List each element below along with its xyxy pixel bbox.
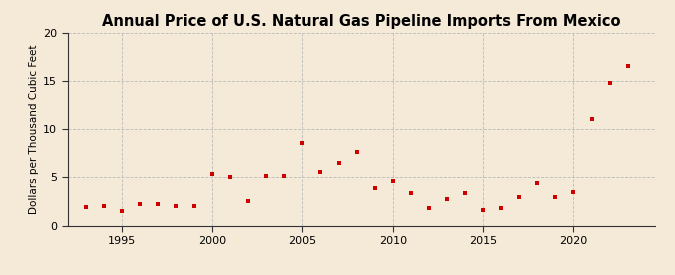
Point	[153, 202, 163, 207]
Point	[550, 194, 561, 199]
Point	[369, 186, 380, 190]
Point	[99, 204, 109, 208]
Y-axis label: Dollars per Thousand Cubic Feet: Dollars per Thousand Cubic Feet	[29, 45, 38, 214]
Point	[80, 205, 91, 210]
Title: Annual Price of U.S. Natural Gas Pipeline Imports From Mexico: Annual Price of U.S. Natural Gas Pipelin…	[102, 14, 620, 29]
Point	[297, 141, 308, 145]
Point	[460, 191, 470, 195]
Point	[225, 175, 236, 180]
Point	[188, 204, 199, 208]
Point	[261, 174, 271, 179]
Point	[387, 179, 398, 183]
Point	[351, 150, 362, 155]
Point	[423, 206, 434, 210]
Point	[568, 190, 579, 194]
Point	[116, 209, 127, 213]
Point	[495, 206, 506, 210]
Point	[478, 208, 489, 212]
Point	[171, 204, 182, 208]
Point	[604, 81, 615, 85]
Point	[406, 191, 416, 195]
Point	[441, 196, 452, 201]
Point	[134, 202, 145, 207]
Point	[279, 174, 290, 179]
Point	[315, 169, 326, 174]
Point	[207, 171, 217, 176]
Point	[622, 64, 633, 68]
Point	[514, 194, 524, 199]
Point	[586, 117, 597, 121]
Point	[243, 199, 254, 204]
Point	[333, 161, 344, 165]
Point	[532, 181, 543, 185]
